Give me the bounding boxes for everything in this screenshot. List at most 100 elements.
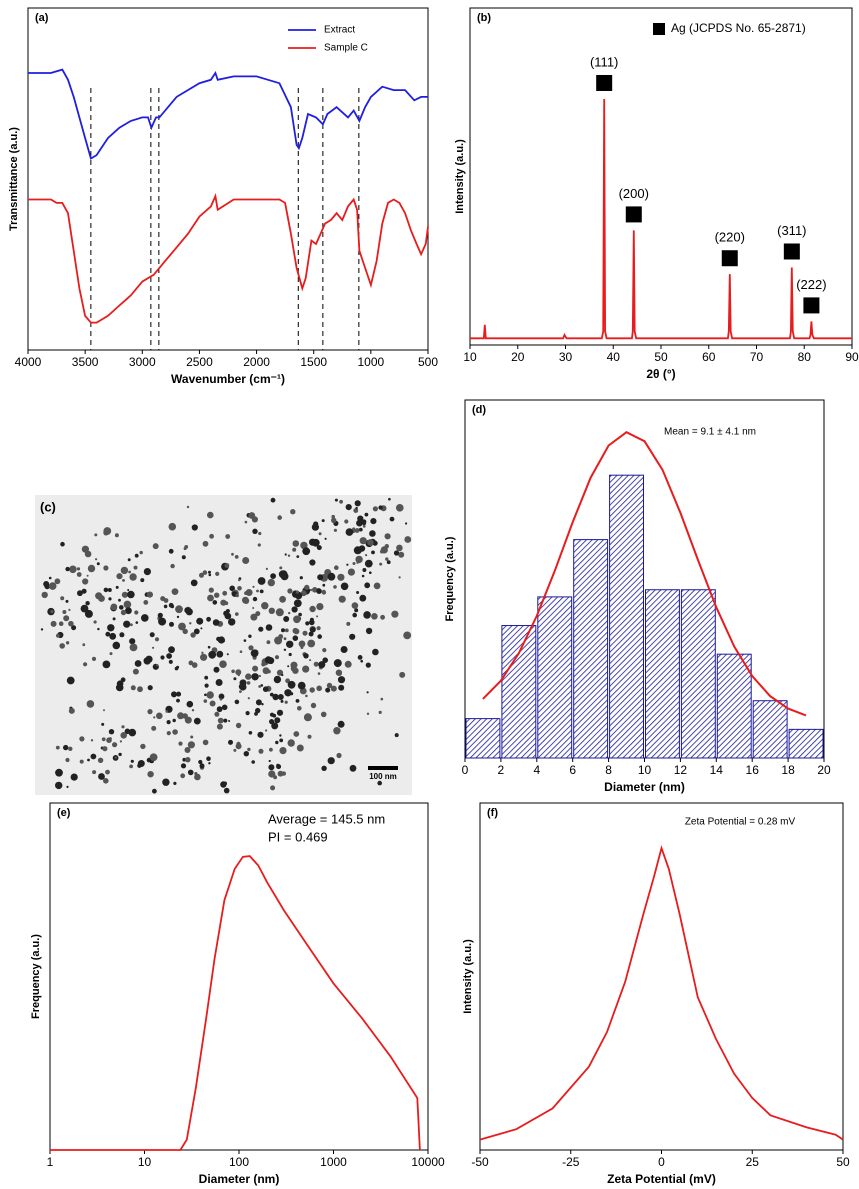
particle xyxy=(68,707,75,714)
particle xyxy=(265,729,268,732)
particle xyxy=(156,712,163,720)
particle xyxy=(190,632,196,638)
particle xyxy=(149,632,155,638)
particle xyxy=(316,588,322,594)
particle xyxy=(336,752,342,759)
particle xyxy=(277,515,283,520)
particle xyxy=(85,601,90,606)
particle xyxy=(270,785,276,791)
particle xyxy=(337,573,345,581)
y-axis-label: Intensity (a.u.) xyxy=(454,139,466,214)
particle xyxy=(284,628,289,633)
particle xyxy=(137,686,143,693)
particle xyxy=(176,615,180,619)
particle xyxy=(322,583,326,587)
particle xyxy=(345,528,354,536)
particle xyxy=(297,681,306,690)
particle xyxy=(147,685,153,691)
particle xyxy=(316,626,321,631)
particle xyxy=(202,570,208,575)
x-tick-label: 40 xyxy=(607,350,621,364)
particle xyxy=(168,522,177,531)
particle xyxy=(56,633,60,638)
particle xyxy=(170,604,175,609)
x-tick-label: -50 xyxy=(471,1155,489,1169)
particle xyxy=(274,717,281,724)
particle xyxy=(196,617,204,625)
particle xyxy=(153,716,156,719)
particle xyxy=(191,709,195,712)
particle xyxy=(200,653,208,661)
histogram-bar xyxy=(537,596,573,759)
annotation: PI = 0.469 xyxy=(268,829,328,844)
particle xyxy=(266,640,271,645)
particle xyxy=(279,738,284,743)
particle xyxy=(247,697,250,700)
particle xyxy=(194,772,198,776)
particle xyxy=(359,537,367,545)
particle xyxy=(380,697,384,701)
particle xyxy=(288,652,292,657)
particle xyxy=(396,504,404,512)
panel-label: (d) xyxy=(472,404,486,416)
particle xyxy=(103,527,112,535)
particle xyxy=(267,657,275,665)
particle xyxy=(130,759,134,763)
particle xyxy=(358,527,363,532)
particle xyxy=(168,659,173,664)
particle xyxy=(173,781,177,786)
particle xyxy=(398,576,401,579)
x-tick-label: 1500 xyxy=(300,355,327,369)
particle xyxy=(320,711,327,718)
annotation: Zeta Potential = 0.28 mV xyxy=(685,817,796,828)
particle xyxy=(81,588,87,594)
particle xyxy=(283,616,290,622)
particle xyxy=(216,650,224,658)
histogram-bar xyxy=(501,625,537,759)
particle xyxy=(245,673,252,680)
particle xyxy=(222,590,228,596)
particle xyxy=(292,667,299,674)
particle xyxy=(335,669,343,676)
particle xyxy=(134,553,139,558)
particle xyxy=(317,672,321,675)
particle xyxy=(237,586,242,591)
particle xyxy=(235,669,242,676)
histogram-bar xyxy=(573,539,609,759)
particle xyxy=(129,573,137,581)
particle xyxy=(129,638,136,645)
particle xyxy=(69,565,77,574)
particle xyxy=(403,631,412,640)
particle xyxy=(226,653,229,656)
particle xyxy=(108,729,115,735)
legend-label: Ag (JCPDS No. 65-2871) xyxy=(671,21,806,35)
particle xyxy=(327,757,335,765)
particle xyxy=(172,729,178,735)
particle xyxy=(257,543,261,547)
particle xyxy=(370,518,377,525)
particle xyxy=(365,627,373,635)
particle xyxy=(80,604,89,613)
x-tick-label: 1000 xyxy=(320,1155,347,1169)
particle xyxy=(356,519,363,527)
particle xyxy=(122,579,125,582)
particle xyxy=(296,744,304,752)
particle xyxy=(309,687,315,693)
particle xyxy=(157,612,163,618)
particle xyxy=(239,690,242,693)
panel-label: (b) xyxy=(477,12,491,24)
particle xyxy=(208,570,211,574)
particle xyxy=(317,574,324,581)
particle xyxy=(120,566,129,575)
particle xyxy=(175,605,183,614)
particle xyxy=(209,533,215,539)
particle xyxy=(333,528,337,532)
particle xyxy=(380,549,384,554)
data-line xyxy=(28,68,428,160)
particle xyxy=(76,572,82,577)
particle xyxy=(287,680,296,689)
particle xyxy=(139,550,143,555)
particle xyxy=(166,653,173,659)
particle xyxy=(274,636,283,645)
particle xyxy=(143,657,151,665)
